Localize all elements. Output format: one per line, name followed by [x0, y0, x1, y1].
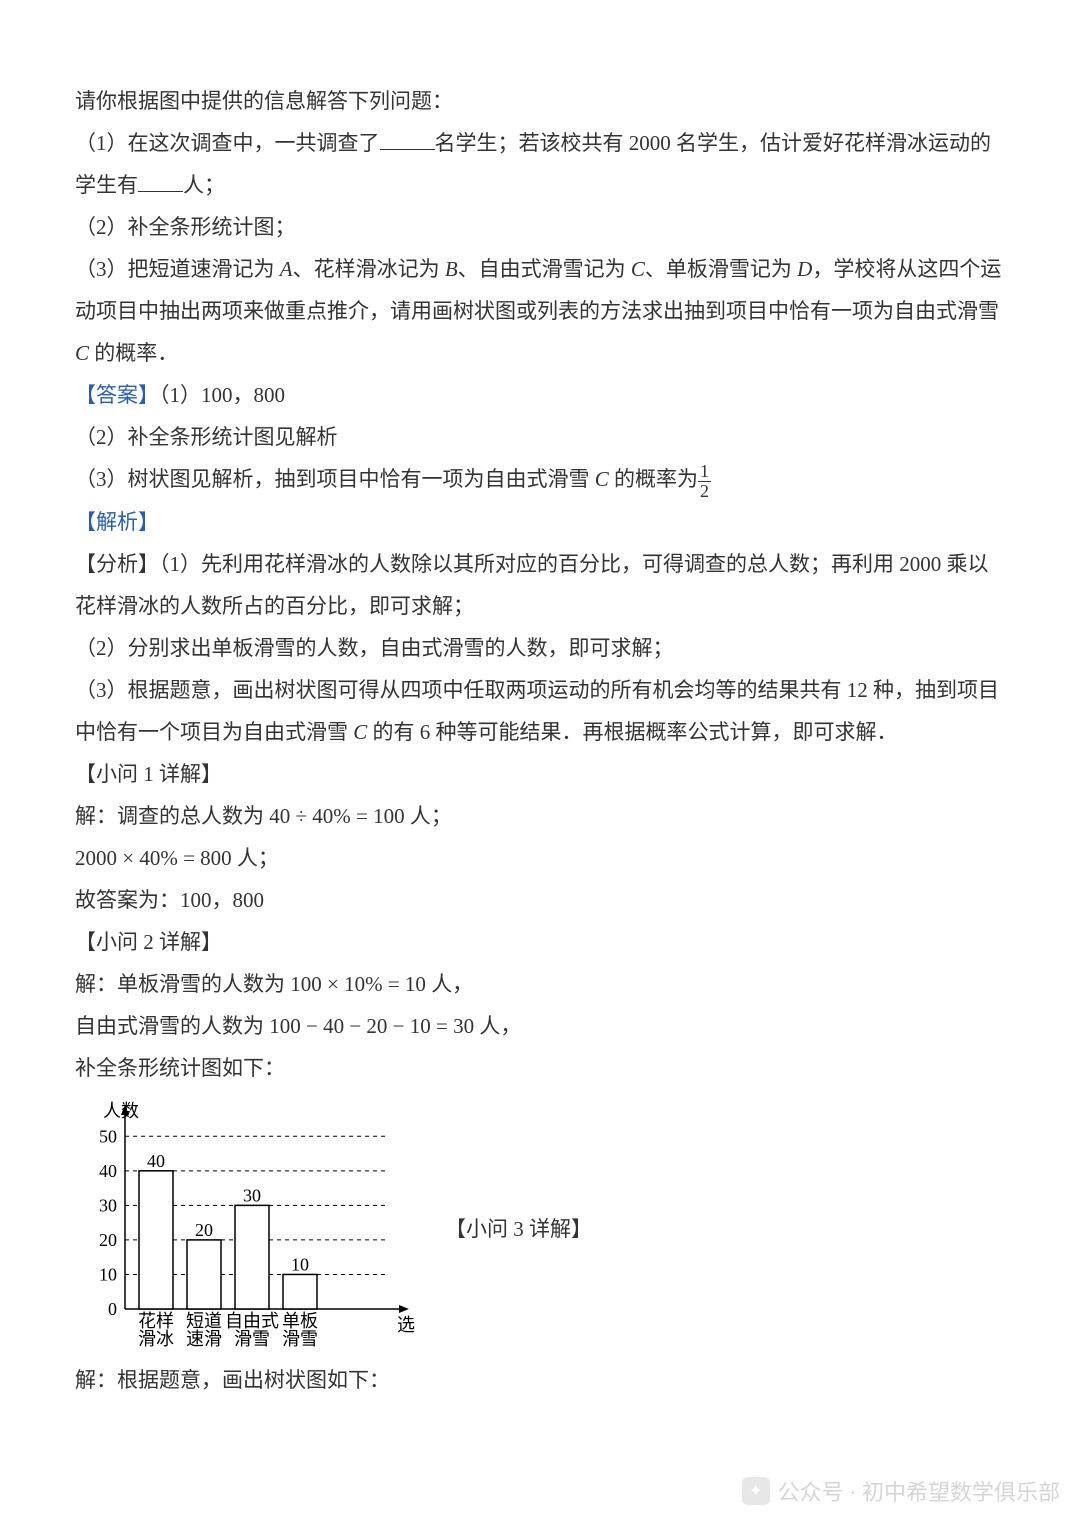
svg-text:30: 30 — [99, 1195, 117, 1215]
svg-text:50: 50 — [99, 1126, 117, 1146]
page-body: 请你根据图中提供的信息解答下列问题： （1）在这次调查中，一共调查了名学生；若该… — [0, 0, 1080, 1441]
svg-text:10: 10 — [99, 1264, 117, 1284]
blank-2 — [138, 168, 183, 192]
svg-text:人数: 人数 — [103, 1101, 139, 1121]
sub1-line-3: 故答案为：100，800 — [75, 879, 1005, 921]
answer-line-2: （2）补全条形统计图见解析 — [75, 416, 1005, 458]
watermark-text: 公众号 · 初中希望数学俱乐部 — [778, 1475, 1060, 1507]
sub2-line-2: 自由式滑雪的人数为 100 − 40 − 20 − 10 = 30 人， — [75, 1005, 1005, 1047]
sub3-label: 【小问 3 详解】 — [445, 1208, 592, 1250]
svg-text:选项: 选项 — [397, 1315, 415, 1335]
answer-label: 【答案】 — [75, 383, 159, 407]
svg-text:40: 40 — [147, 1150, 165, 1170]
svg-text:滑冰: 滑冰 — [138, 1329, 174, 1349]
svg-text:滑雪: 滑雪 — [234, 1329, 270, 1349]
intro-text: 请你根据图中提供的信息解答下列问题： — [75, 80, 1005, 122]
analysis-2: （2）分别求出单板滑雪的人数，自由式滑雪的人数，即可求解； — [75, 627, 1005, 669]
svg-text:花样: 花样 — [138, 1311, 174, 1331]
answer-3-text: （3）树状图见解析，抽到项目中恰有一项为自由式滑雪 C 的概率为 — [75, 467, 698, 491]
svg-text:速滑: 速滑 — [186, 1329, 222, 1349]
svg-text:20: 20 — [195, 1219, 213, 1239]
answer-line-1: 【答案】（1）100，800 — [75, 374, 1005, 416]
blank-1 — [380, 126, 435, 150]
svg-text:40: 40 — [99, 1160, 117, 1180]
svg-text:单板: 单板 — [282, 1311, 318, 1331]
wechat-icon: ✦ — [742, 1477, 770, 1505]
explain-label: 【解析】 — [75, 501, 1005, 543]
svg-text:30: 30 — [243, 1185, 261, 1205]
question-2: （2）补全条形统计图； — [75, 206, 1005, 248]
sub2-line-1: 解：单板滑雪的人数为 100 × 10% = 10 人， — [75, 963, 1005, 1005]
chart-row: 0 10 20 30 40 50 人数 40 花样滑冰 20 短道速滑 30 自由式滑雪 10 单板滑雪 选项… — [75, 1099, 1005, 1359]
question-3: （3）把短道速滑记为 A、花样滑冰记为 B、自由式滑雪记为 C、单板滑雪记为 D… — [75, 248, 1005, 374]
q1-part-c: 人； — [183, 173, 225, 197]
sub2-line-3: 补全条形统计图如下： — [75, 1047, 1005, 1089]
sub1-line-2: 2000 × 40% = 800 人； — [75, 837, 1005, 879]
q1-part-a: （1）在这次调查中，一共调查了 — [75, 131, 380, 155]
question-1: （1）在这次调查中，一共调查了名学生；若该校共有 2000 名学生，估计爱好花样… — [75, 122, 1005, 206]
analysis-3: （3）根据题意，画出树状图可得从四项中任取两项运动的所有机会均等的结果共有 12… — [75, 669, 1005, 753]
svg-text:20: 20 — [99, 1229, 117, 1249]
bar-chart: 0 10 20 30 40 50 人数 40 花样滑冰 20 短道速滑 30 自由式滑雪 10 单板滑雪 选项 — [75, 1099, 415, 1359]
svg-text:0: 0 — [108, 1299, 117, 1319]
analysis-1: 【分析】（1）先利用花样滑冰的人数除以其所对应的百分比，可得调查的总人数；再利用… — [75, 543, 1005, 627]
svg-text:自由式: 自由式 — [225, 1311, 279, 1331]
final-line: 解：根据题意，画出树状图如下： — [75, 1359, 1005, 1401]
answer-line-3: （3）树状图见解析，抽到项目中恰有一项为自由式滑雪 C 的概率为12 — [75, 458, 1005, 501]
svg-text:滑雪: 滑雪 — [282, 1329, 318, 1349]
watermark: ✦ 公众号 · 初中希望数学俱乐部 — [742, 1475, 1060, 1507]
answer-1-text: （1）100，800 — [159, 383, 285, 407]
sub1-label: 【小问 1 详解】 — [75, 753, 1005, 795]
sub1-line-1: 解：调查的总人数为 40 ÷ 40% = 100 人； — [75, 795, 1005, 837]
svg-text:10: 10 — [291, 1254, 309, 1274]
svg-text:短道: 短道 — [186, 1311, 222, 1331]
fraction-one-half: 12 — [698, 462, 711, 501]
sub2-label: 【小问 2 详解】 — [75, 921, 1005, 963]
